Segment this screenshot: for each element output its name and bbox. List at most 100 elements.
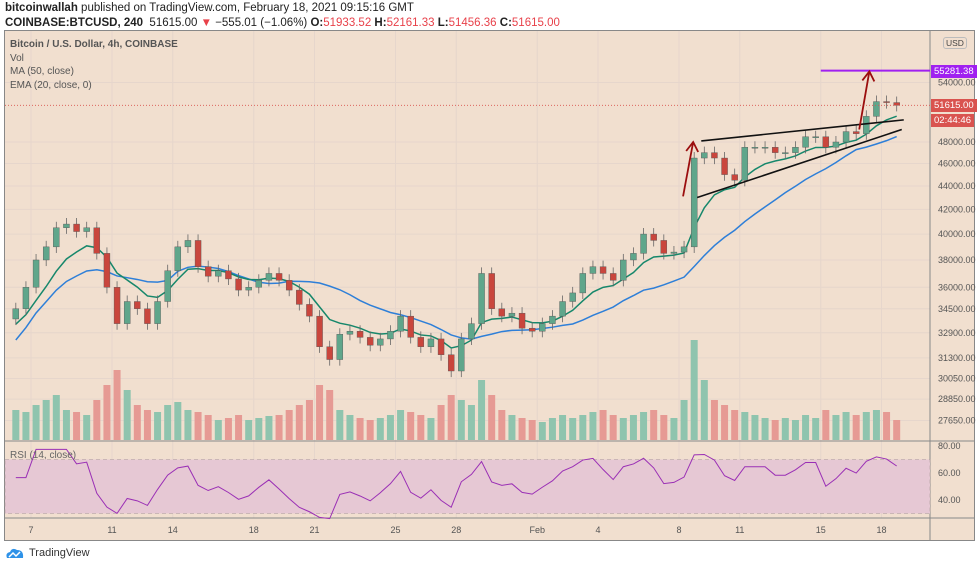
candle-body (771, 147, 779, 153)
time-tick-label: 18 (249, 525, 259, 535)
volume-bar (680, 400, 688, 440)
price-tick-label: 38000.00 (938, 255, 976, 265)
volume-bar (143, 410, 151, 440)
candle-body (690, 157, 698, 248)
volume-bar (275, 415, 283, 440)
volume-bar (83, 415, 91, 440)
volume-bar (265, 416, 273, 440)
down-arrow-icon: ▼ (200, 17, 212, 29)
price-tick-label: 34500.00 (938, 304, 976, 314)
ema-20-line (15, 115, 897, 349)
candle-body (245, 287, 252, 291)
volume-bar (214, 420, 222, 440)
volume-bar (93, 400, 101, 440)
price-tick-label: 28850.00 (938, 394, 976, 404)
publish-text: published on TradingView.com, February 1… (81, 2, 414, 14)
candle-body (650, 233, 657, 241)
candle-body (579, 273, 587, 294)
volume-bar (650, 410, 658, 440)
price-tick-label: 36000.00 (938, 282, 976, 292)
volume-bar (184, 410, 192, 440)
volume-bar (872, 410, 880, 440)
publish-info: bitcoinwallah published on TradingView.c… (5, 2, 414, 14)
candle-body (53, 227, 60, 248)
candle-body (660, 240, 668, 254)
volume-bar (346, 415, 354, 440)
volume-bar (852, 415, 860, 440)
candle-body (326, 346, 333, 360)
ma-50-line (15, 135, 897, 341)
volume-bar (62, 410, 70, 440)
author: bitcoinwallah (5, 2, 78, 14)
candle-body (620, 259, 627, 281)
candle-body (103, 253, 111, 288)
time-tick-label: 21 (309, 525, 319, 535)
volume-bar (478, 380, 486, 440)
volume-bar (123, 390, 131, 440)
candle-body (873, 101, 880, 117)
candle-body (863, 116, 870, 134)
candle-body (285, 280, 293, 291)
legend: Bitcoin / U.S. Dollar, 4h, COINBASE Vol … (10, 38, 178, 92)
volume-bar (771, 420, 779, 440)
candle-body (255, 280, 263, 288)
volume-bar (154, 412, 162, 440)
candle-body (437, 338, 445, 355)
arrow-head-icon (685, 140, 699, 153)
volume-bar (569, 418, 577, 440)
time-tick-label: 18 (876, 525, 886, 535)
arrow-shaft (858, 71, 871, 130)
candle-body (701, 152, 708, 159)
volume-bar (589, 412, 597, 440)
volume-bar (164, 405, 172, 440)
volume-bar (417, 415, 425, 440)
time-tick-label: 25 (390, 525, 400, 535)
candle-body (296, 289, 303, 305)
candle-body (893, 102, 900, 106)
volume-bar (356, 418, 364, 440)
candle-body (549, 315, 556, 324)
volume-bar (427, 418, 435, 440)
volume-bar (133, 405, 141, 440)
low-value: 51456.36 (448, 17, 497, 29)
volume-bar (528, 420, 536, 440)
candle-body (852, 131, 860, 134)
currency-button[interactable]: USD (943, 37, 967, 49)
low-label: L: (437, 17, 449, 29)
volume-bar (721, 405, 729, 440)
arrow-shaft (682, 141, 695, 197)
candle-body (73, 223, 80, 232)
candle-body (599, 266, 607, 274)
volume-bar (376, 418, 384, 440)
volume-bar (204, 415, 212, 440)
candle-body (842, 131, 850, 143)
candle-body (508, 312, 516, 317)
volume-bar (326, 390, 334, 440)
volume-bar (52, 395, 60, 440)
candle-body (306, 304, 313, 317)
volume-bar (700, 380, 708, 440)
volume-bar (386, 415, 394, 440)
candle-body (680, 246, 688, 253)
candle-body (93, 227, 101, 254)
candle-body (235, 278, 242, 291)
candle-body (731, 174, 738, 181)
candle-body (366, 337, 374, 346)
volume-bar (640, 412, 648, 440)
tradingview-logo[interactable]: TradingView (5, 547, 90, 559)
candle-body (751, 147, 759, 149)
candle-body (377, 338, 384, 346)
volume-bar (73, 412, 81, 440)
candle-body (164, 270, 171, 302)
last-price-tag: 51615.00 (931, 99, 977, 112)
candle-body (154, 301, 161, 324)
volume-bar (12, 410, 20, 440)
candle-body (316, 315, 323, 347)
volume-bar (761, 418, 769, 440)
volume-bar (467, 405, 475, 440)
time-tick-label: Feb (529, 525, 545, 535)
candle-body (458, 338, 465, 372)
candle-body (782, 152, 789, 154)
volume-bar (407, 412, 415, 440)
